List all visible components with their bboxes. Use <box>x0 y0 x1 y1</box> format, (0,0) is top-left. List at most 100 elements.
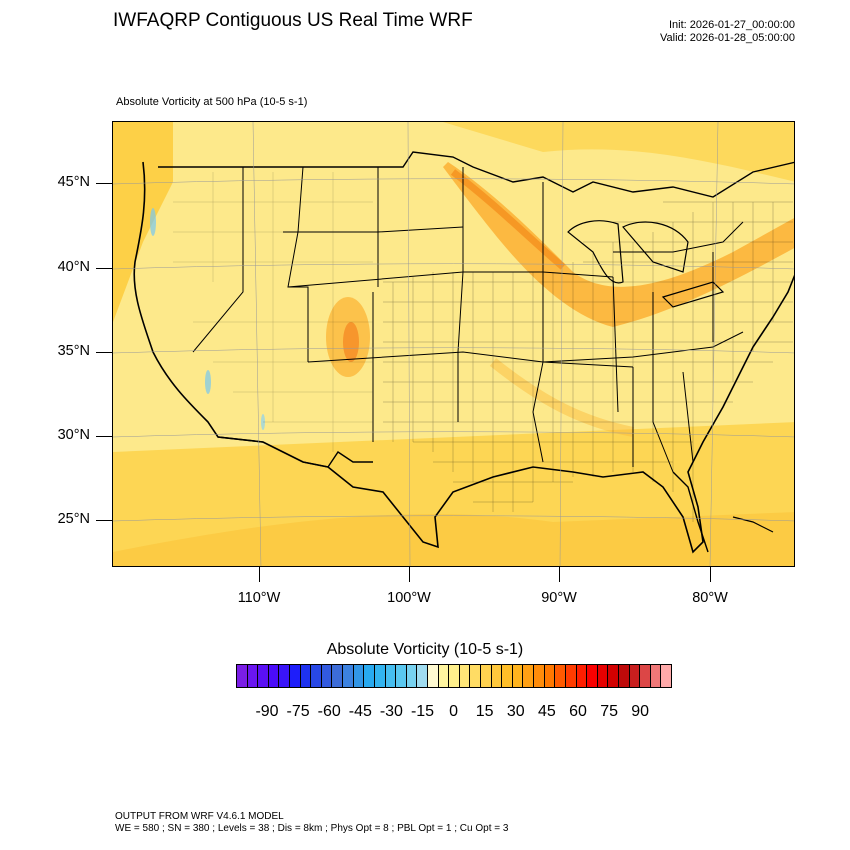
field-band-gulf <box>113 512 794 566</box>
lon-tick <box>559 567 560 582</box>
colorbar-tick-label: -90 <box>255 703 279 720</box>
colorbar-cell <box>427 665 439 687</box>
colorbar-cell <box>374 665 386 687</box>
colorbar-tick-label: -75 <box>286 703 310 720</box>
colorbar-cell <box>406 665 418 687</box>
lon-tick <box>259 567 260 582</box>
colorbar-cell <box>459 665 471 687</box>
colorbar-cell <box>417 665 428 687</box>
lon-label-90w: 90°W <box>541 590 577 606</box>
model-info-footer: OUTPUT FROM WRF V4.6.1 MODEL WE = 580 ; … <box>115 811 508 835</box>
lat-tick <box>96 520 112 521</box>
colorbar-tick-label: 75 <box>600 703 618 720</box>
colorbar-tick-label: 45 <box>537 703 556 720</box>
county-borders <box>173 172 793 522</box>
colorbar-tick-label: 15 <box>475 703 494 720</box>
time-info: Init: 2026-01-27_00:00:00 Valid: 2026-01… <box>660 19 795 45</box>
florida-coast <box>672 471 709 553</box>
colorbar-cell <box>491 665 503 687</box>
colorbar-tick-label: 60 <box>569 703 587 720</box>
colorbar-cell <box>258 665 269 687</box>
lon-label-80w: 80°W <box>692 590 728 606</box>
model-version: OUTPUT FROM WRF V4.6.1 MODEL <box>115 811 284 822</box>
great-lake <box>661 281 725 308</box>
colorbar-cell <box>576 665 588 687</box>
national-border-mexico <box>217 436 373 468</box>
plot-title: IWFAQRP Contiguous US Real Time WRF <box>113 10 473 31</box>
colorbar-cell <box>321 665 333 687</box>
lat-tick <box>96 436 112 437</box>
colorbar-cell <box>279 665 291 687</box>
colorbar-cell <box>512 665 524 687</box>
lon-label-100w: 100°W <box>387 590 431 606</box>
field-band-north <box>113 122 794 182</box>
colorbar-cell <box>470 665 482 687</box>
lon-tick <box>409 567 410 582</box>
colorbar-tick-label: -15 <box>410 703 435 720</box>
field-label: Absolute Vorticity at 500 hPa (10-5 s-1) <box>116 96 308 108</box>
colorbar-cell <box>268 665 280 687</box>
caribbean-islands <box>732 516 774 533</box>
colorbar-cell <box>565 665 577 687</box>
lat-label-40n: 40°N <box>57 259 90 275</box>
lat-tick <box>96 352 112 353</box>
colorbar-tick-label: 90 <box>631 703 650 720</box>
colorbar-cell <box>640 665 651 687</box>
colorbar-cell <box>332 665 344 687</box>
colorbar-cell <box>661 665 671 687</box>
colorbar-cell <box>364 665 375 687</box>
field-streak-northeast <box>443 162 794 327</box>
colorbar-cell <box>247 665 259 687</box>
colorbar-cell <box>353 665 365 687</box>
colorbar <box>236 664 672 688</box>
colorbar-cell <box>343 665 354 687</box>
colorbar-tick-label: -60 <box>317 703 341 720</box>
colorbar-cell <box>237 665 248 687</box>
model-config: WE = 580 ; SN = 380 ; Levels = 38 ; Dis … <box>115 823 509 834</box>
colorbar-cell <box>597 665 609 687</box>
colorbar-cell <box>523 665 535 687</box>
colorbar-cell <box>544 665 556 687</box>
field-min-patch <box>150 208 156 236</box>
lat-tick <box>96 268 112 269</box>
lon-label-110w: 110°W <box>237 590 281 606</box>
lat-label-25n: 25°N <box>57 511 90 527</box>
colorbar-cell <box>385 665 397 687</box>
colorbar-cell <box>311 665 322 687</box>
colorbar-cell <box>555 665 566 687</box>
init-time: Init: 2026-01-27_00:00:00 <box>669 19 795 31</box>
lat-label-45n: 45°N <box>57 174 90 190</box>
field-min-patch <box>205 370 211 394</box>
colorbar-cell <box>300 665 312 687</box>
map-panel <box>112 121 795 567</box>
colorbar-cell <box>449 665 460 687</box>
lat-label-35n: 35°N <box>57 343 90 359</box>
colorbar-cell <box>481 665 492 687</box>
field-streak-core <box>450 169 566 270</box>
national-border-canada <box>158 151 794 198</box>
lon-tick <box>710 567 711 582</box>
field-streak-south <box>489 358 634 437</box>
colorbar-title: Absolute Vorticity (10-5 s-1) <box>326 641 524 658</box>
colorbar-cell <box>608 665 619 687</box>
vorticity-map <box>113 122 794 566</box>
field-min-patch <box>261 414 265 430</box>
colorbar-tick-label: -45 <box>348 703 372 720</box>
colorbar-cell <box>618 665 630 687</box>
colorbar-cell <box>396 665 407 687</box>
graticule <box>113 122 794 566</box>
lat-label-30n: 30°N <box>57 427 90 443</box>
colorbar-cell <box>534 665 545 687</box>
coastline <box>133 161 794 554</box>
valid-time: Valid: 2026-01-28_05:00:00 <box>660 32 795 44</box>
colorbar-cell <box>502 665 513 687</box>
colorbar-cell <box>587 665 598 687</box>
colorbar-cell <box>438 665 450 687</box>
colorbar-cell <box>650 665 662 687</box>
colorbar-cell <box>290 665 301 687</box>
colorbar-cell <box>629 665 641 687</box>
colorbar-tick-label: 0 <box>449 703 459 720</box>
colorbar-tick-label: -30 <box>379 703 403 720</box>
field-max-rockies-core <box>343 322 359 362</box>
colorbar-tick-label: 30 <box>506 703 525 720</box>
